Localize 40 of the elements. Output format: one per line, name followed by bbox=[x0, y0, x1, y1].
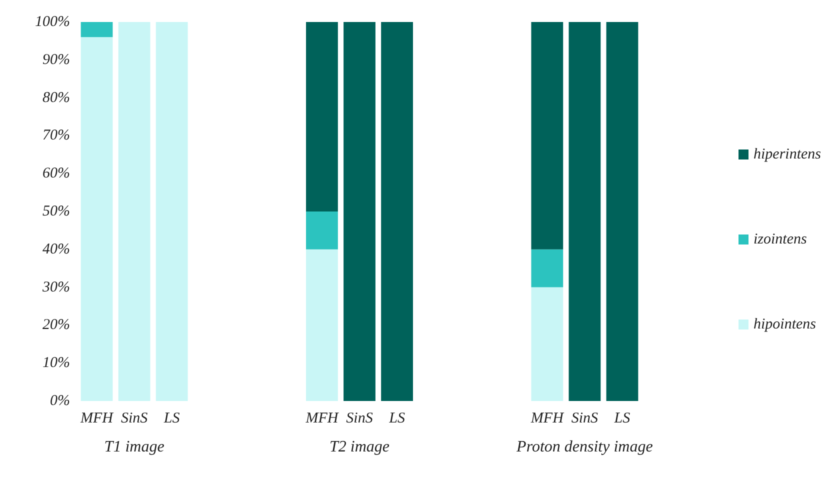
y-tick-label: 90% bbox=[42, 52, 70, 68]
x-tick-label: SinS bbox=[571, 410, 599, 426]
x-tick-label: LS bbox=[162, 410, 180, 426]
x-tick-label: LS bbox=[388, 410, 406, 426]
bar bbox=[344, 22, 376, 401]
text: T2 image bbox=[330, 438, 390, 456]
bar bbox=[568, 22, 601, 401]
y-tick-label: 0% bbox=[50, 393, 70, 409]
y-tick-label: 30% bbox=[42, 279, 70, 296]
y-tick-label: 60% bbox=[42, 166, 70, 182]
legend-label: izointens bbox=[754, 232, 808, 248]
bar bbox=[156, 22, 188, 401]
y-tick-label: 100% bbox=[35, 14, 70, 30]
bar bbox=[381, 22, 413, 401]
legend-label: hiperintens bbox=[754, 146, 822, 162]
x-tick-label: MFH bbox=[304, 410, 340, 426]
y-tick-label: 20% bbox=[42, 317, 70, 334]
legend-label: hipointens bbox=[754, 316, 816, 332]
text: Proton density image bbox=[516, 438, 653, 456]
bar bbox=[80, 37, 113, 401]
bar bbox=[531, 287, 564, 401]
bar bbox=[306, 249, 338, 401]
x-tick-label: MFH bbox=[80, 410, 114, 426]
y-tick-label: 50% bbox=[42, 204, 70, 220]
x-tick-label: LS bbox=[613, 410, 631, 426]
y-tick-label: 40% bbox=[42, 241, 70, 258]
x-tick-label: MFH bbox=[530, 410, 565, 426]
bar bbox=[606, 22, 638, 401]
bar bbox=[306, 212, 338, 250]
bar bbox=[306, 22, 338, 212]
bar bbox=[531, 22, 564, 250]
y-tick-label: 70% bbox=[42, 128, 70, 144]
bar bbox=[118, 22, 150, 401]
x-tick-label: SinS bbox=[346, 410, 374, 426]
bar bbox=[80, 22, 113, 38]
y-tick-label: 10% bbox=[42, 355, 70, 372]
x-tick-label: SinS bbox=[120, 410, 148, 426]
text: T1 image bbox=[104, 438, 164, 456]
y-tick-label: 80% bbox=[42, 90, 70, 106]
bar bbox=[531, 249, 564, 288]
